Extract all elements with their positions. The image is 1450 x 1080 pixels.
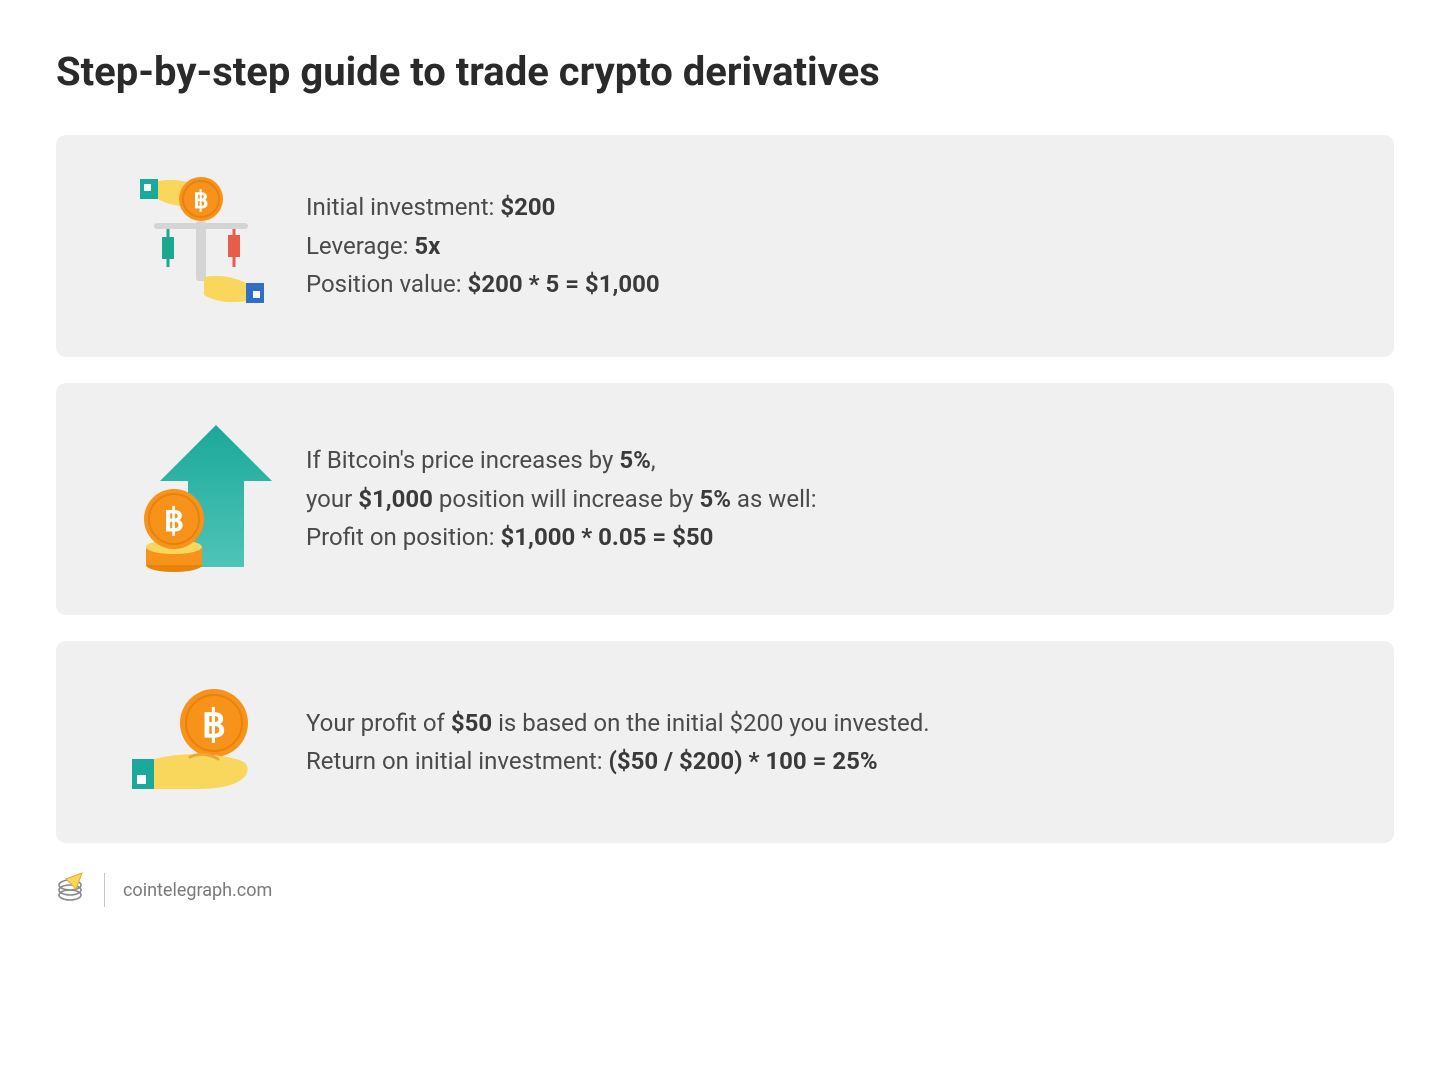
step-2-line-1: If Bitcoin's price increases by 5%, [306, 441, 1354, 479]
svg-text:฿: ฿ [202, 703, 226, 747]
footer-site: cointelegraph.com [123, 880, 272, 901]
step-panel-1: ฿ Initial investment: $200 Leverage: 5x … [56, 135, 1394, 357]
footer-divider [104, 873, 105, 907]
step-1-line-2: Leverage: 5x [306, 227, 1354, 265]
step-3-line-1: Your profit of $50 is based on the initi… [306, 704, 1354, 742]
step-panel-2: ฿ If Bitcoin's price increases by 5%, yo… [56, 383, 1394, 615]
step-3-line-2: Return on initial investment: ($50 / $20… [306, 742, 1354, 780]
hand-coin-icon: ฿ [96, 677, 306, 807]
step-1-line-3: Position value: $200 * 5 = $1,000 [306, 265, 1354, 303]
svg-text:฿: ฿ [193, 186, 208, 214]
step-1-text: Initial investment: $200 Leverage: 5x Po… [306, 188, 1354, 303]
step-2-text: If Bitcoin's price increases by 5%, your… [306, 441, 1354, 556]
page-title: Step-by-step guide to trade crypto deriv… [56, 48, 1394, 95]
cointelegraph-logo-icon [56, 871, 86, 909]
step-panel-3: ฿ Your profit of $50 is based on the ini… [56, 641, 1394, 843]
step-2-line-3: Profit on position: $1,000 * 0.05 = $50 [306, 518, 1354, 556]
step-1-line-1: Initial investment: $200 [306, 188, 1354, 226]
step-3-text: Your profit of $50 is based on the initi… [306, 704, 1354, 781]
step-2-line-2: your $1,000 position will increase by 5%… [306, 480, 1354, 518]
arrow-up-icon: ฿ [96, 419, 306, 579]
scale-icon: ฿ [96, 171, 306, 321]
svg-text:฿: ฿ [164, 501, 184, 539]
footer: cointelegraph.com [56, 871, 1394, 909]
